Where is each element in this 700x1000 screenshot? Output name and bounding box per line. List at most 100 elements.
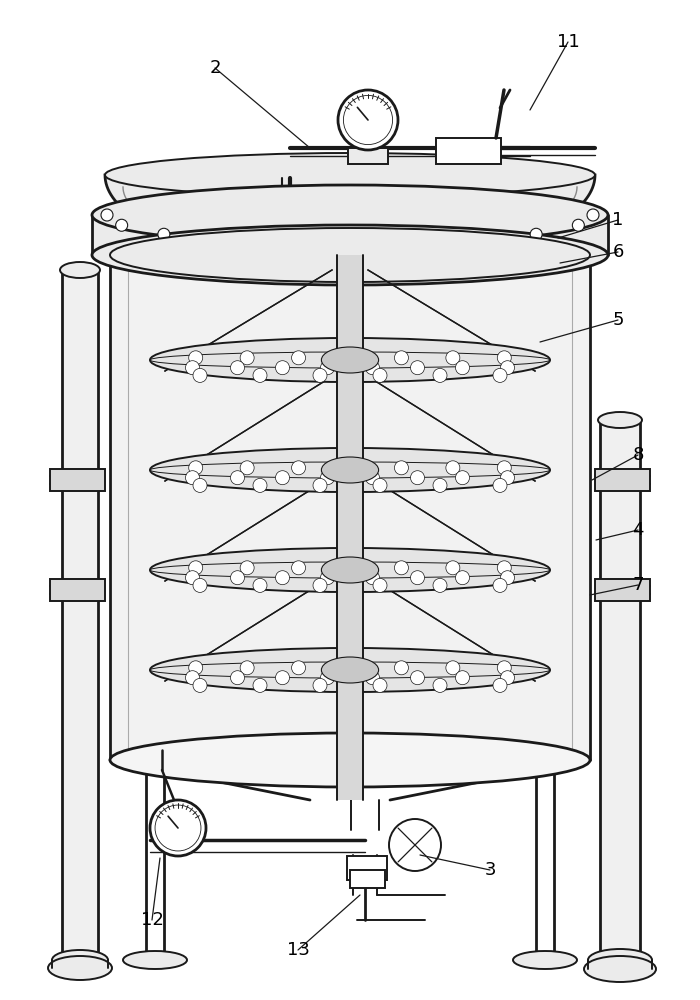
Ellipse shape [92,225,608,285]
Circle shape [587,209,599,221]
Circle shape [276,671,290,685]
Bar [350,870,385,888]
Ellipse shape [150,648,550,692]
Circle shape [456,671,470,685]
Circle shape [456,361,470,375]
Circle shape [394,461,408,475]
Circle shape [158,228,170,240]
Circle shape [365,571,379,585]
Circle shape [240,351,254,365]
Circle shape [493,368,507,382]
Ellipse shape [105,153,595,197]
Bar [595,579,650,601]
Ellipse shape [588,949,652,971]
Circle shape [276,361,290,375]
Circle shape [302,239,314,251]
Circle shape [446,561,460,575]
Circle shape [343,661,357,675]
Polygon shape [62,270,98,960]
Circle shape [193,678,207,692]
Circle shape [456,471,470,485]
Ellipse shape [110,733,590,787]
Circle shape [321,571,335,585]
Circle shape [193,578,207,592]
Circle shape [365,361,379,375]
Ellipse shape [150,548,550,592]
Circle shape [446,351,460,365]
Circle shape [500,361,514,375]
Circle shape [433,478,447,492]
Circle shape [456,571,470,585]
Circle shape [253,678,267,692]
Bar [50,579,105,601]
Text: 1: 1 [612,211,624,229]
Circle shape [500,571,514,585]
Circle shape [410,571,424,585]
Ellipse shape [150,448,550,492]
Ellipse shape [513,951,577,969]
Circle shape [313,368,327,382]
Circle shape [344,95,393,145]
Ellipse shape [60,262,100,278]
Circle shape [394,561,408,575]
Circle shape [313,478,327,492]
Circle shape [343,561,357,575]
Circle shape [116,219,127,231]
Ellipse shape [321,657,379,683]
Text: 5: 5 [612,311,624,329]
Circle shape [230,671,244,685]
Ellipse shape [52,950,108,970]
Circle shape [193,368,207,382]
Circle shape [433,678,447,692]
Circle shape [292,461,306,475]
Ellipse shape [321,457,379,483]
Circle shape [101,209,113,221]
Circle shape [253,578,267,592]
Circle shape [497,561,511,575]
Circle shape [189,351,203,365]
Circle shape [573,219,584,231]
Circle shape [186,571,199,585]
Bar [436,138,501,164]
Text: 4: 4 [632,521,644,539]
Circle shape [292,561,306,575]
Circle shape [230,471,244,485]
Circle shape [343,351,357,365]
Circle shape [276,571,290,585]
Ellipse shape [48,956,112,980]
Text: 3: 3 [484,861,496,879]
Text: 11: 11 [556,33,580,51]
Circle shape [386,239,398,251]
Circle shape [373,578,387,592]
Circle shape [343,461,357,475]
Circle shape [189,561,203,575]
Text: 8: 8 [632,446,644,464]
Circle shape [373,478,387,492]
Ellipse shape [110,228,590,282]
Ellipse shape [123,951,187,969]
Circle shape [497,461,511,475]
Circle shape [292,351,306,365]
Text: 2: 2 [209,59,220,77]
Circle shape [389,819,441,871]
Circle shape [253,478,267,492]
Circle shape [240,461,254,475]
Circle shape [493,678,507,692]
Circle shape [240,561,254,575]
Polygon shape [105,175,595,265]
Circle shape [373,678,387,692]
Circle shape [189,461,203,475]
Circle shape [253,368,267,382]
Text: 7: 7 [632,576,644,594]
Circle shape [321,471,335,485]
Circle shape [433,578,447,592]
Circle shape [338,90,398,150]
Ellipse shape [584,956,656,982]
Circle shape [410,471,424,485]
Polygon shape [110,255,590,760]
Polygon shape [600,420,640,960]
Circle shape [497,661,511,675]
Bar [595,469,650,491]
Ellipse shape [321,557,379,583]
Circle shape [373,368,387,382]
